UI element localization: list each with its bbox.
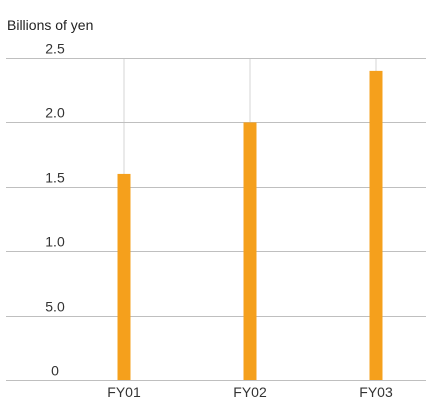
bar	[369, 70, 383, 380]
bars	[117, 70, 383, 381]
y-tick-label: 0	[51, 363, 59, 379]
x-tick-label: FY02	[233, 384, 267, 400]
bar	[117, 173, 131, 380]
y-tick-label: 1.0	[45, 234, 65, 250]
y-tick-labels: 0 5.0 1.0 1.5 2.0 2.5	[45, 41, 65, 379]
x-tick-label: FY01	[107, 384, 141, 400]
horizontal-gridlines	[6, 58, 426, 381]
y-axis-unit-label: Billions of yen	[7, 17, 93, 33]
y-tick-label: 1.5	[45, 170, 65, 186]
y-tick-label: 2.5	[45, 41, 65, 57]
y-tick-label: 2.0	[45, 105, 65, 121]
x-tick-labels: FY01 FY02 FY03	[107, 384, 393, 400]
bar	[243, 122, 257, 381]
x-tick-label: FY03	[359, 384, 393, 400]
y-tick-label: 5.0	[45, 299, 65, 315]
